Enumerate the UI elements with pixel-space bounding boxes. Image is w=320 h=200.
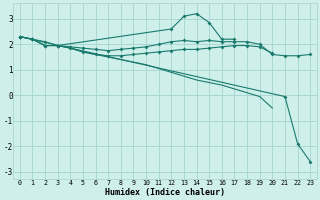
- X-axis label: Humidex (Indice chaleur): Humidex (Indice chaleur): [105, 188, 225, 197]
